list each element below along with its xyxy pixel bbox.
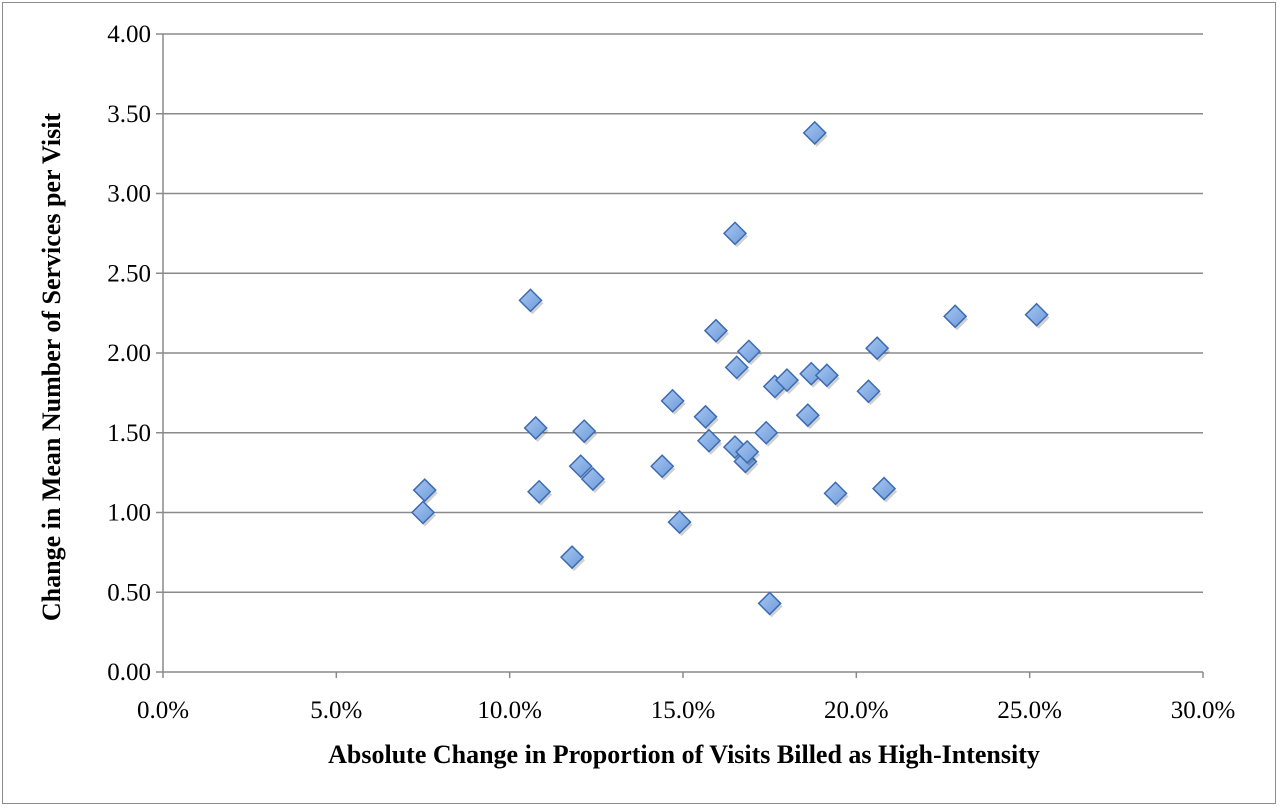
data-point xyxy=(703,318,728,343)
y-axis-title: Change in Mean Number of Services per Vi… xyxy=(37,113,66,622)
data-point xyxy=(527,479,552,504)
data-point xyxy=(693,404,718,429)
data-point xyxy=(757,591,782,616)
y-tick-label: 2.50 xyxy=(107,260,151,287)
x-tick-label: 20.0% xyxy=(824,697,889,724)
data-point xyxy=(568,454,593,479)
data-point xyxy=(865,336,890,361)
data-point xyxy=(754,420,779,445)
data-point xyxy=(412,478,437,503)
data-point xyxy=(735,439,760,464)
y-tick-labels: 0.00 0.50 1.00 1.50 2.00 2.50 3.00 3.50 4.00 xyxy=(107,21,151,686)
data-point xyxy=(795,403,820,428)
data-point xyxy=(560,545,585,570)
x-tick-label: 0.0% xyxy=(137,697,189,724)
y-tick-label: 0.00 xyxy=(107,659,151,686)
data-point xyxy=(580,466,605,492)
y-tick-label: 3.00 xyxy=(107,181,151,208)
data-point xyxy=(724,355,749,380)
data-point xyxy=(696,428,722,453)
data-point xyxy=(872,476,897,501)
y-tick-label: 1.00 xyxy=(107,500,151,527)
x-tick-labels: 0.0% 5.0% 10.0% 15.0% 20.0% 25.0% 30.0% xyxy=(137,697,1235,724)
data-point xyxy=(1024,302,1049,327)
gridlines xyxy=(163,33,1203,593)
y-tick-label: 4.00 xyxy=(107,21,151,48)
data-point xyxy=(802,120,827,145)
x-tick-label: 5.0% xyxy=(310,697,362,724)
data-point xyxy=(814,363,839,388)
data-point xyxy=(410,500,436,525)
x-axis-title: Absolute Change in Proportion of Visits … xyxy=(328,740,1040,769)
y-tick-label: 1.50 xyxy=(107,420,151,447)
y-tick-label: 2.00 xyxy=(107,340,151,367)
data-point xyxy=(660,388,685,413)
data-point xyxy=(650,454,675,479)
data-point xyxy=(799,361,824,386)
data-point xyxy=(823,481,848,506)
data-point xyxy=(722,221,748,246)
data-point xyxy=(523,415,548,441)
y-tick-label: 0.50 xyxy=(107,579,151,606)
x-tick-label: 15.0% xyxy=(651,697,716,724)
data-point xyxy=(572,419,597,444)
x-tick-label: 10.0% xyxy=(477,697,542,724)
data-point xyxy=(856,379,881,404)
axes xyxy=(156,33,1204,678)
data-point xyxy=(518,288,543,313)
data-point xyxy=(774,368,800,393)
data-point xyxy=(736,339,761,364)
x-tick-label: 25.0% xyxy=(997,697,1062,724)
data-point xyxy=(943,304,968,329)
x-tick-label: 30.0% xyxy=(1171,697,1236,724)
y-tick-label: 3.50 xyxy=(107,101,151,128)
data-point xyxy=(667,510,692,535)
data-points xyxy=(410,120,1050,618)
